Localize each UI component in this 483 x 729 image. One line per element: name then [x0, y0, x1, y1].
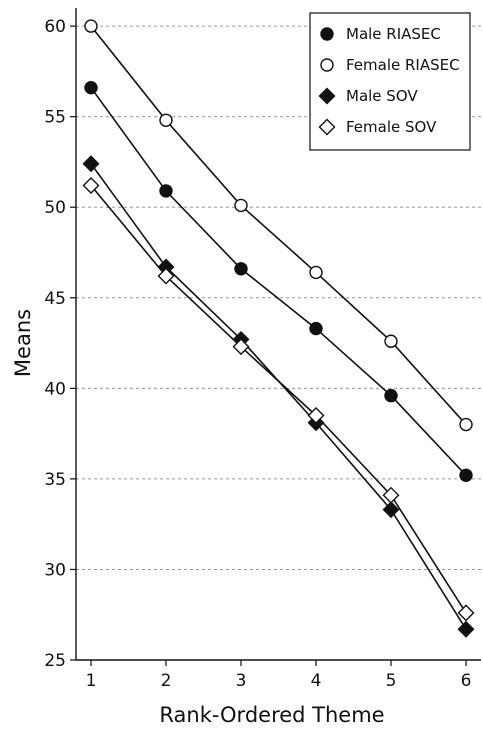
x-tick-label: 3 [236, 671, 247, 691]
series-group [82, 176, 475, 622]
data-point [82, 155, 100, 173]
data-point [159, 184, 173, 198]
legend-label: Male RIASEC [346, 25, 441, 43]
y-tick-label: 35 [44, 470, 66, 490]
data-point [457, 604, 475, 622]
legend-label: Female RIASEC [346, 56, 460, 74]
series-group [84, 19, 473, 432]
data-point [157, 267, 175, 285]
data-point [382, 501, 400, 519]
y-tick-label: 50 [44, 198, 66, 218]
data-point [309, 265, 323, 280]
x-tick-label: 2 [161, 671, 172, 691]
series-group [84, 80, 473, 482]
series-line [90, 184, 467, 614]
x-tick-label: 1 [86, 671, 97, 691]
series-layer [82, 19, 475, 638]
data-point [159, 113, 173, 127]
legend-box [309, 12, 471, 151]
y-axis-title: Means [11, 309, 35, 377]
y-tick-label: 30 [44, 560, 66, 580]
x-tick-label: 5 [386, 671, 397, 691]
data-point [384, 334, 398, 348]
legend-label: Male SOV [346, 87, 418, 105]
series-line [90, 25, 467, 426]
x-axis-title: Rank-Ordered Theme [159, 703, 384, 727]
series-line [90, 87, 467, 476]
data-point [232, 338, 250, 356]
y-tick-label: 25 [44, 651, 66, 671]
data-point [459, 468, 473, 482]
data-point [309, 321, 323, 336]
data-point [459, 417, 473, 432]
legend-marker [318, 87, 336, 105]
series-line [90, 163, 467, 630]
y-tick-label: 45 [44, 289, 66, 309]
data-point [307, 407, 325, 424]
legend-marker [320, 58, 334, 72]
data-point [384, 388, 398, 403]
y-tick-label: 60 [44, 17, 66, 37]
data-point [234, 262, 248, 276]
data-point [382, 486, 400, 504]
data-point [457, 620, 475, 638]
y-tick-label: 55 [44, 108, 66, 128]
y-tick-label: 40 [44, 379, 66, 399]
series-group [82, 155, 475, 638]
legend-marker [320, 27, 334, 41]
data-point [84, 80, 98, 95]
data-point [82, 176, 100, 194]
legend-label: Female SOV [346, 118, 437, 136]
data-point [234, 198, 248, 213]
x-tick-label: 6 [461, 671, 472, 691]
legend-marker [318, 118, 336, 136]
data-point [84, 19, 98, 33]
legend: Male RIASEC Female RIASEC Male SOV Female S… [309, 12, 471, 151]
x-tick-label: 4 [311, 671, 322, 691]
